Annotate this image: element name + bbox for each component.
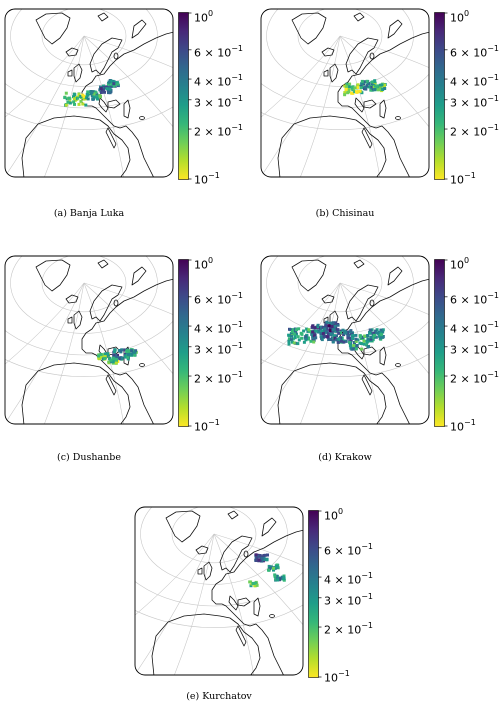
colorbar-gradient — [178, 12, 192, 180]
colorbar-tick-label: 3 × 10−1 — [450, 340, 500, 357]
colorbar-tick-label: 6 × 10−1 — [450, 290, 500, 307]
plume-d — [287, 320, 385, 351]
panel-e: 100 6 × 10−1 4 × 10−1 3 × 10−1 2 × 10−1 10−1 … — [134, 506, 374, 706]
map-frame — [134, 506, 304, 676]
colorbar-tick-label: 100 — [194, 9, 214, 25]
coastlines — [151, 510, 303, 675]
colorbar-gradient — [308, 510, 322, 678]
colorbar-tick-label: 10−1 — [450, 418, 476, 434]
colorbar-b: 100 6 × 10−1 4 × 10−1 3 × 10−1 2 × 10−1 10−1 — [434, 9, 500, 186]
colorbar-tick-label: 10−1 — [194, 418, 220, 434]
colorbar-tick-label: 10−1 — [450, 171, 476, 187]
panel-c: 100 6 × 10−1 4 × 10−1 3 × 10−1 2 × 10−1 10−1 … — [4, 255, 244, 465]
colorbar-tick-label: 100 — [450, 256, 470, 272]
colorbar-tick-label: 4 × 10−1 — [194, 320, 244, 336]
map-krakow — [260, 255, 430, 425]
colorbar-e: 100 6 × 10−1 4 × 10−1 3 × 10−1 2 × 10−1 10−1 — [308, 507, 374, 684]
map-frame — [4, 255, 174, 425]
caption-b: (b) Chisinau — [315, 208, 375, 219]
colorbar-tick-label: 3 × 10−1 — [324, 591, 374, 608]
coastlines — [277, 259, 429, 424]
colorbar-tick-label: 10−1 — [194, 171, 220, 187]
colorbar-tick-label: 6 × 10−1 — [194, 290, 244, 307]
caption-d: (d) Krakow — [318, 452, 372, 463]
colorbar-tick-label: 3 × 10−1 — [194, 93, 244, 110]
coastlines — [21, 12, 173, 177]
map-frame — [260, 255, 430, 425]
colorbar-tick-label: 2 × 10−1 — [194, 123, 244, 139]
colorbar-tick-label: 100 — [450, 9, 470, 25]
plume-c — [97, 348, 138, 365]
colorbar-tick-label: 2 × 10−1 — [194, 370, 244, 386]
map-kurchatov — [134, 506, 304, 676]
colorbar-gradient — [178, 259, 192, 427]
colorbar-tick-label: 10−1 — [324, 669, 350, 685]
map-banja-luka — [4, 8, 174, 178]
plume-e — [248, 553, 286, 588]
caption-e: (e) Kurchatov — [186, 691, 252, 702]
graticule — [5, 9, 173, 177]
colorbar-tick-label: 2 × 10−1 — [324, 621, 374, 637]
map-frame — [4, 8, 174, 178]
colorbar-d: 100 6 × 10−1 4 × 10−1 3 × 10−1 2 × 10−1 10−1 — [434, 256, 500, 433]
caption-c: (c) Dushanbe — [57, 452, 121, 463]
colorbar-tick-label: 100 — [194, 256, 214, 272]
colorbar-tick-label: 4 × 10−1 — [450, 320, 500, 336]
colorbar-gradient — [434, 259, 448, 427]
plume-b — [343, 79, 387, 97]
graticule — [5, 256, 173, 424]
caption-a: (a) Banja Luka — [53, 208, 125, 219]
colorbar-tick-label: 3 × 10−1 — [450, 93, 500, 110]
colorbar-tick-label: 6 × 10−1 — [194, 43, 244, 60]
panel-b: 100 6 × 10−1 4 × 10−1 3 × 10−1 2 × 10−1 10−1 … — [260, 8, 500, 219]
colorbar-tick-label: 4 × 10−1 — [194, 73, 244, 89]
panel-a: 100 6 × 10−1 4 × 10−1 3 × 10−1 2 × 10−1 10−1 … — [4, 8, 244, 219]
coastlines — [277, 12, 429, 177]
panel-d: 100 6 × 10−1 4 × 10−1 3 × 10−1 2 × 10−1 10−1 … — [260, 255, 500, 465]
map-chisinau — [260, 8, 430, 178]
colorbar-tick-label: 6 × 10−1 — [450, 43, 500, 60]
colorbar-a: 100 6 × 10−1 4 × 10−1 3 × 10−1 2 × 10−1 10−1 — [178, 9, 248, 186]
plume-a — [63, 79, 120, 107]
colorbar-tick-label: 2 × 10−1 — [450, 370, 500, 386]
colorbar-tick-label: 3 × 10−1 — [194, 340, 244, 357]
colorbar-tick-label: 2 × 10−1 — [450, 123, 500, 139]
colorbar-gradient — [434, 12, 448, 180]
colorbar-tick-label: 4 × 10−1 — [324, 571, 374, 587]
colorbar-tick-label: 4 × 10−1 — [450, 73, 500, 89]
colorbar-tick-label: 100 — [324, 507, 344, 523]
map-frame — [260, 8, 430, 178]
colorbar-c: 100 6 × 10−1 4 × 10−1 3 × 10−1 2 × 10−1 10−1 — [178, 256, 248, 433]
colorbar-tick-label: 6 × 10−1 — [324, 541, 374, 558]
map-dushanbe — [4, 255, 174, 425]
